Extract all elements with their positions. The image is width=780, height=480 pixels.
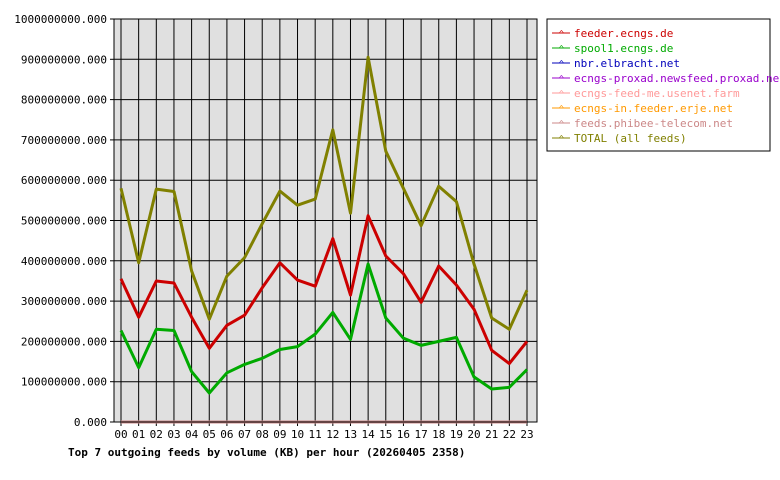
x-tick-label: 17 bbox=[414, 428, 427, 441]
legend-marker: ^ bbox=[559, 74, 564, 83]
y-tick-label: 200000000.000 bbox=[21, 335, 107, 348]
plot-border bbox=[113, 18, 538, 423]
y-tick-label: 500000000.000 bbox=[21, 215, 107, 228]
x-tick-label: 00 bbox=[114, 428, 127, 441]
x-tick-label: 13 bbox=[344, 428, 357, 441]
x-tick-label: 02 bbox=[150, 428, 163, 441]
legend-marker: ^ bbox=[559, 29, 564, 38]
legend: ^ feeder.ecngs.de ^ spool1.ecngs.de ^ nbr.elb… bbox=[546, 18, 780, 152]
legend-label: ecngs-proxad.newsfeed.proxad.net bbox=[574, 72, 780, 85]
chart-title: Top 7 outgoing feeds by volume (KB) per … bbox=[68, 446, 465, 459]
legend-marker: ^ bbox=[559, 59, 564, 68]
x-tick-label: 10 bbox=[291, 428, 304, 441]
x-tick-label: 08 bbox=[256, 428, 269, 441]
x-tick-label: 05 bbox=[203, 428, 216, 441]
series-line-7 bbox=[119, 55, 529, 331]
y-tick-label: 600000000.000 bbox=[21, 174, 107, 187]
legend-label: ecngs-feed-me.usenet.farm bbox=[574, 87, 740, 100]
x-tick-label: 04 bbox=[185, 428, 199, 441]
x-tick-label: 18 bbox=[432, 428, 445, 441]
x-tick-label: 16 bbox=[397, 428, 410, 441]
y-tick-label: 300000000.000 bbox=[21, 295, 107, 308]
x-axis-ticks: 00 01 02 03 04 05 06 07 08 09 10 11 12 13 14 15 16 17 18 19… bbox=[114, 422, 534, 441]
legend-label: feeds.phibee-telecom.net bbox=[574, 117, 733, 130]
legend-label: ecngs-in.feeder.erje.net bbox=[574, 102, 733, 115]
x-tick-label: 01 bbox=[132, 428, 145, 441]
y-tick-label: 900000000.000 bbox=[21, 53, 107, 66]
x-tick-label: 15 bbox=[379, 428, 392, 441]
y-tick-label: 700000000.000 bbox=[21, 134, 107, 147]
legend-label: spool1.ecngs.de bbox=[574, 42, 673, 55]
x-tick-label: 12 bbox=[326, 428, 339, 441]
legend-marker: ^ bbox=[559, 104, 564, 113]
x-tick-label: 20 bbox=[467, 428, 480, 441]
x-tick-label: 11 bbox=[309, 428, 322, 441]
series-line-1 bbox=[119, 262, 529, 395]
x-tick-label: 07 bbox=[238, 428, 251, 441]
legend-marker: ^ bbox=[559, 119, 564, 128]
y-tick-label: 1000000000.000 bbox=[14, 13, 107, 26]
legend-marker: ^ bbox=[559, 44, 564, 53]
x-tick-label: 22 bbox=[503, 428, 516, 441]
y-tick-label: 100000000.000 bbox=[21, 376, 107, 389]
legend-box bbox=[546, 18, 771, 152]
x-tick-label: 09 bbox=[273, 428, 286, 441]
legend-marker: ^ bbox=[559, 134, 564, 143]
x-tick-label: 21 bbox=[485, 428, 498, 441]
series-line-0 bbox=[119, 214, 529, 366]
y-tick-label: 400000000.000 bbox=[21, 255, 107, 268]
legend-label: TOTAL (all feeds) bbox=[574, 132, 687, 145]
y-tick-label: 800000000.000 bbox=[21, 94, 107, 107]
x-tick-label: 23 bbox=[520, 428, 533, 441]
x-tick-label: 03 bbox=[167, 428, 180, 441]
y-tick-label: 0.000 bbox=[74, 416, 107, 429]
x-tick-label: 19 bbox=[450, 428, 463, 441]
x-tick-label: 14 bbox=[362, 428, 376, 441]
x-tick-label: 06 bbox=[220, 428, 233, 441]
y-axis-ticks: 0.000 100000000.000 200000000.000 300000000… bbox=[14, 13, 114, 429]
legend-marker: ^ bbox=[559, 89, 564, 98]
legend-label: nbr.elbracht.net bbox=[574, 57, 680, 70]
legend-label: feeder.ecngs.de bbox=[574, 27, 673, 40]
